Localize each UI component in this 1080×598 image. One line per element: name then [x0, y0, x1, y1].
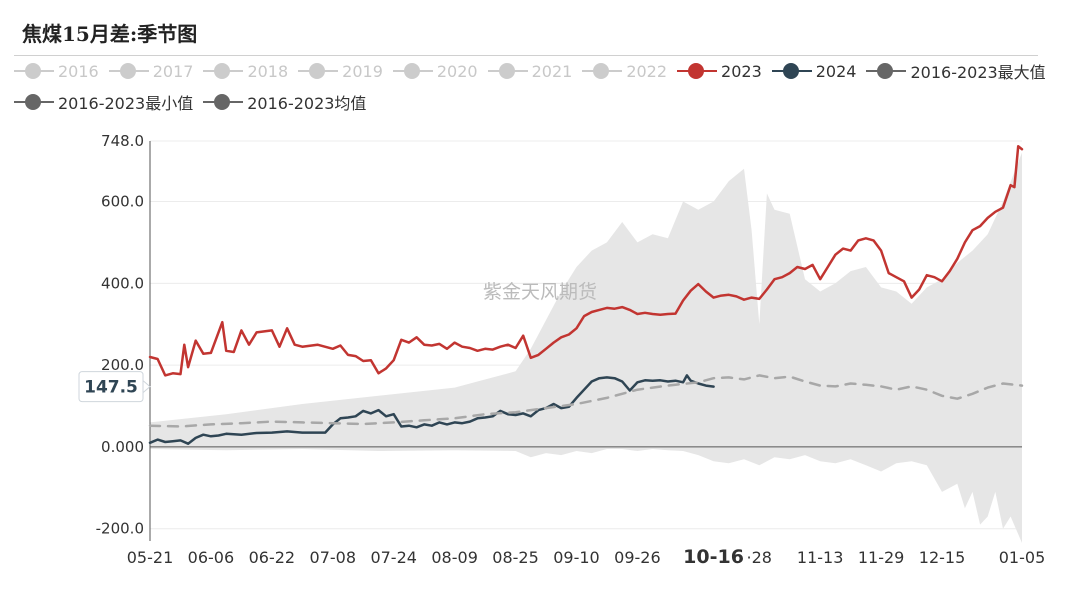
- legend-marker-icon: [298, 63, 339, 79]
- legend-marker-icon: [203, 94, 244, 110]
- x-tick-label: 11-29: [858, 548, 905, 567]
- range-band-max-min: [150, 152, 1022, 543]
- legend-label: 2021: [531, 61, 573, 81]
- y-tick-label: 400.0: [101, 274, 144, 292]
- x-tick-label: 07-24: [370, 548, 417, 567]
- legend-label: 2022: [626, 61, 668, 81]
- legend-marker-icon: [203, 63, 244, 79]
- legend-marker-icon: [487, 63, 528, 79]
- x-tick-label: 11-13: [797, 548, 844, 567]
- legend-marker-icon: [14, 63, 54, 79]
- legend-marker-icon: [392, 63, 433, 79]
- legend-item-2024[interactable]: 2024: [771, 60, 857, 82]
- x-tick-label: 06-22: [249, 548, 296, 567]
- legend-row-2: 2016-2023最小值 2016-2023均值: [14, 91, 1074, 113]
- cursor-label-text: 147.5: [84, 378, 138, 398]
- legend-label: 2016-2023最小值: [58, 94, 194, 113]
- legend-marker-icon: [14, 94, 54, 110]
- x-tick-label: 10-16: [683, 546, 744, 568]
- legend-row-1: 2016 2017 2018 2019 2020 2021 2022 2023 2024 2016…: [14, 60, 1074, 82]
- legend-label: 2020: [436, 61, 478, 81]
- legend-label: 2016-2023最大值: [910, 63, 1046, 82]
- x-tick-label: 05-21: [127, 548, 174, 567]
- legend-item-2016-2023最大值[interactable]: 2016-2023最大值: [866, 60, 1046, 82]
- cursor-value-label: 147.5: [78, 371, 151, 403]
- legend-marker-icon: [771, 63, 812, 79]
- x-tick-label: 01-05: [999, 548, 1046, 567]
- legend-item-2018[interactable]: 2018: [203, 60, 288, 82]
- x-tick-label: 09-26: [614, 548, 661, 567]
- legend-label: 2019: [342, 61, 383, 81]
- y-tick-label: 748.0: [101, 132, 144, 150]
- y-tick-label: 0.000: [101, 438, 144, 456]
- x-tick-label: ·28: [747, 548, 772, 567]
- x-tick-label: 09-10: [553, 548, 600, 567]
- legend-marker-icon: [677, 63, 718, 79]
- legend-item-2020[interactable]: 2020: [392, 60, 478, 82]
- legend-label: 2018: [247, 61, 289, 81]
- legend-item-2016-2023均值[interactable]: 2016-2023均值: [203, 91, 366, 113]
- legend-marker-icon: [866, 63, 907, 79]
- x-tick-label: 06-06: [188, 548, 235, 567]
- y-tick-label: -200.0: [96, 520, 144, 538]
- legend-item-2023[interactable]: 2023: [677, 60, 762, 82]
- legend-label: 2024: [815, 61, 857, 81]
- title-divider: [14, 55, 1038, 56]
- legend-item-2017[interactable]: 2017: [108, 60, 194, 82]
- chart-title: 焦煤15月差:季节图: [22, 22, 198, 46]
- x-tick-label: 12-15: [919, 548, 966, 567]
- legend-marker-icon: [108, 63, 149, 79]
- legend-label: 2023: [721, 61, 762, 81]
- legend-item-2022[interactable]: 2022: [582, 60, 667, 82]
- legend-item-2019[interactable]: 2019: [298, 60, 383, 82]
- watermark: 紫金天风期货: [483, 281, 597, 303]
- series-line-2023: [148, 145, 1024, 377]
- x-tick-label: 08-25: [492, 548, 539, 567]
- x-tick-label: 07-08: [310, 548, 357, 567]
- legend-marker-icon: [582, 63, 623, 79]
- legend-label: 2017: [152, 61, 194, 81]
- legend-item-2016[interactable]: 2016: [14, 60, 99, 82]
- legend-label: 2016-2023均值: [247, 94, 367, 113]
- series-line-2024: [148, 374, 715, 445]
- series-line-2016-2023均值: [148, 374, 1024, 428]
- legend-item-2016-2023最小值[interactable]: 2016-2023最小值: [14, 91, 193, 113]
- y-tick-label: 600.0: [101, 193, 144, 211]
- x-tick-label: 08-09: [431, 548, 478, 567]
- y-tick-label: 200.0: [101, 356, 144, 374]
- legend-label: 2016: [58, 61, 99, 81]
- legend-item-2021[interactable]: 2021: [487, 60, 573, 82]
- cursor-label-pointer: [142, 379, 151, 394]
